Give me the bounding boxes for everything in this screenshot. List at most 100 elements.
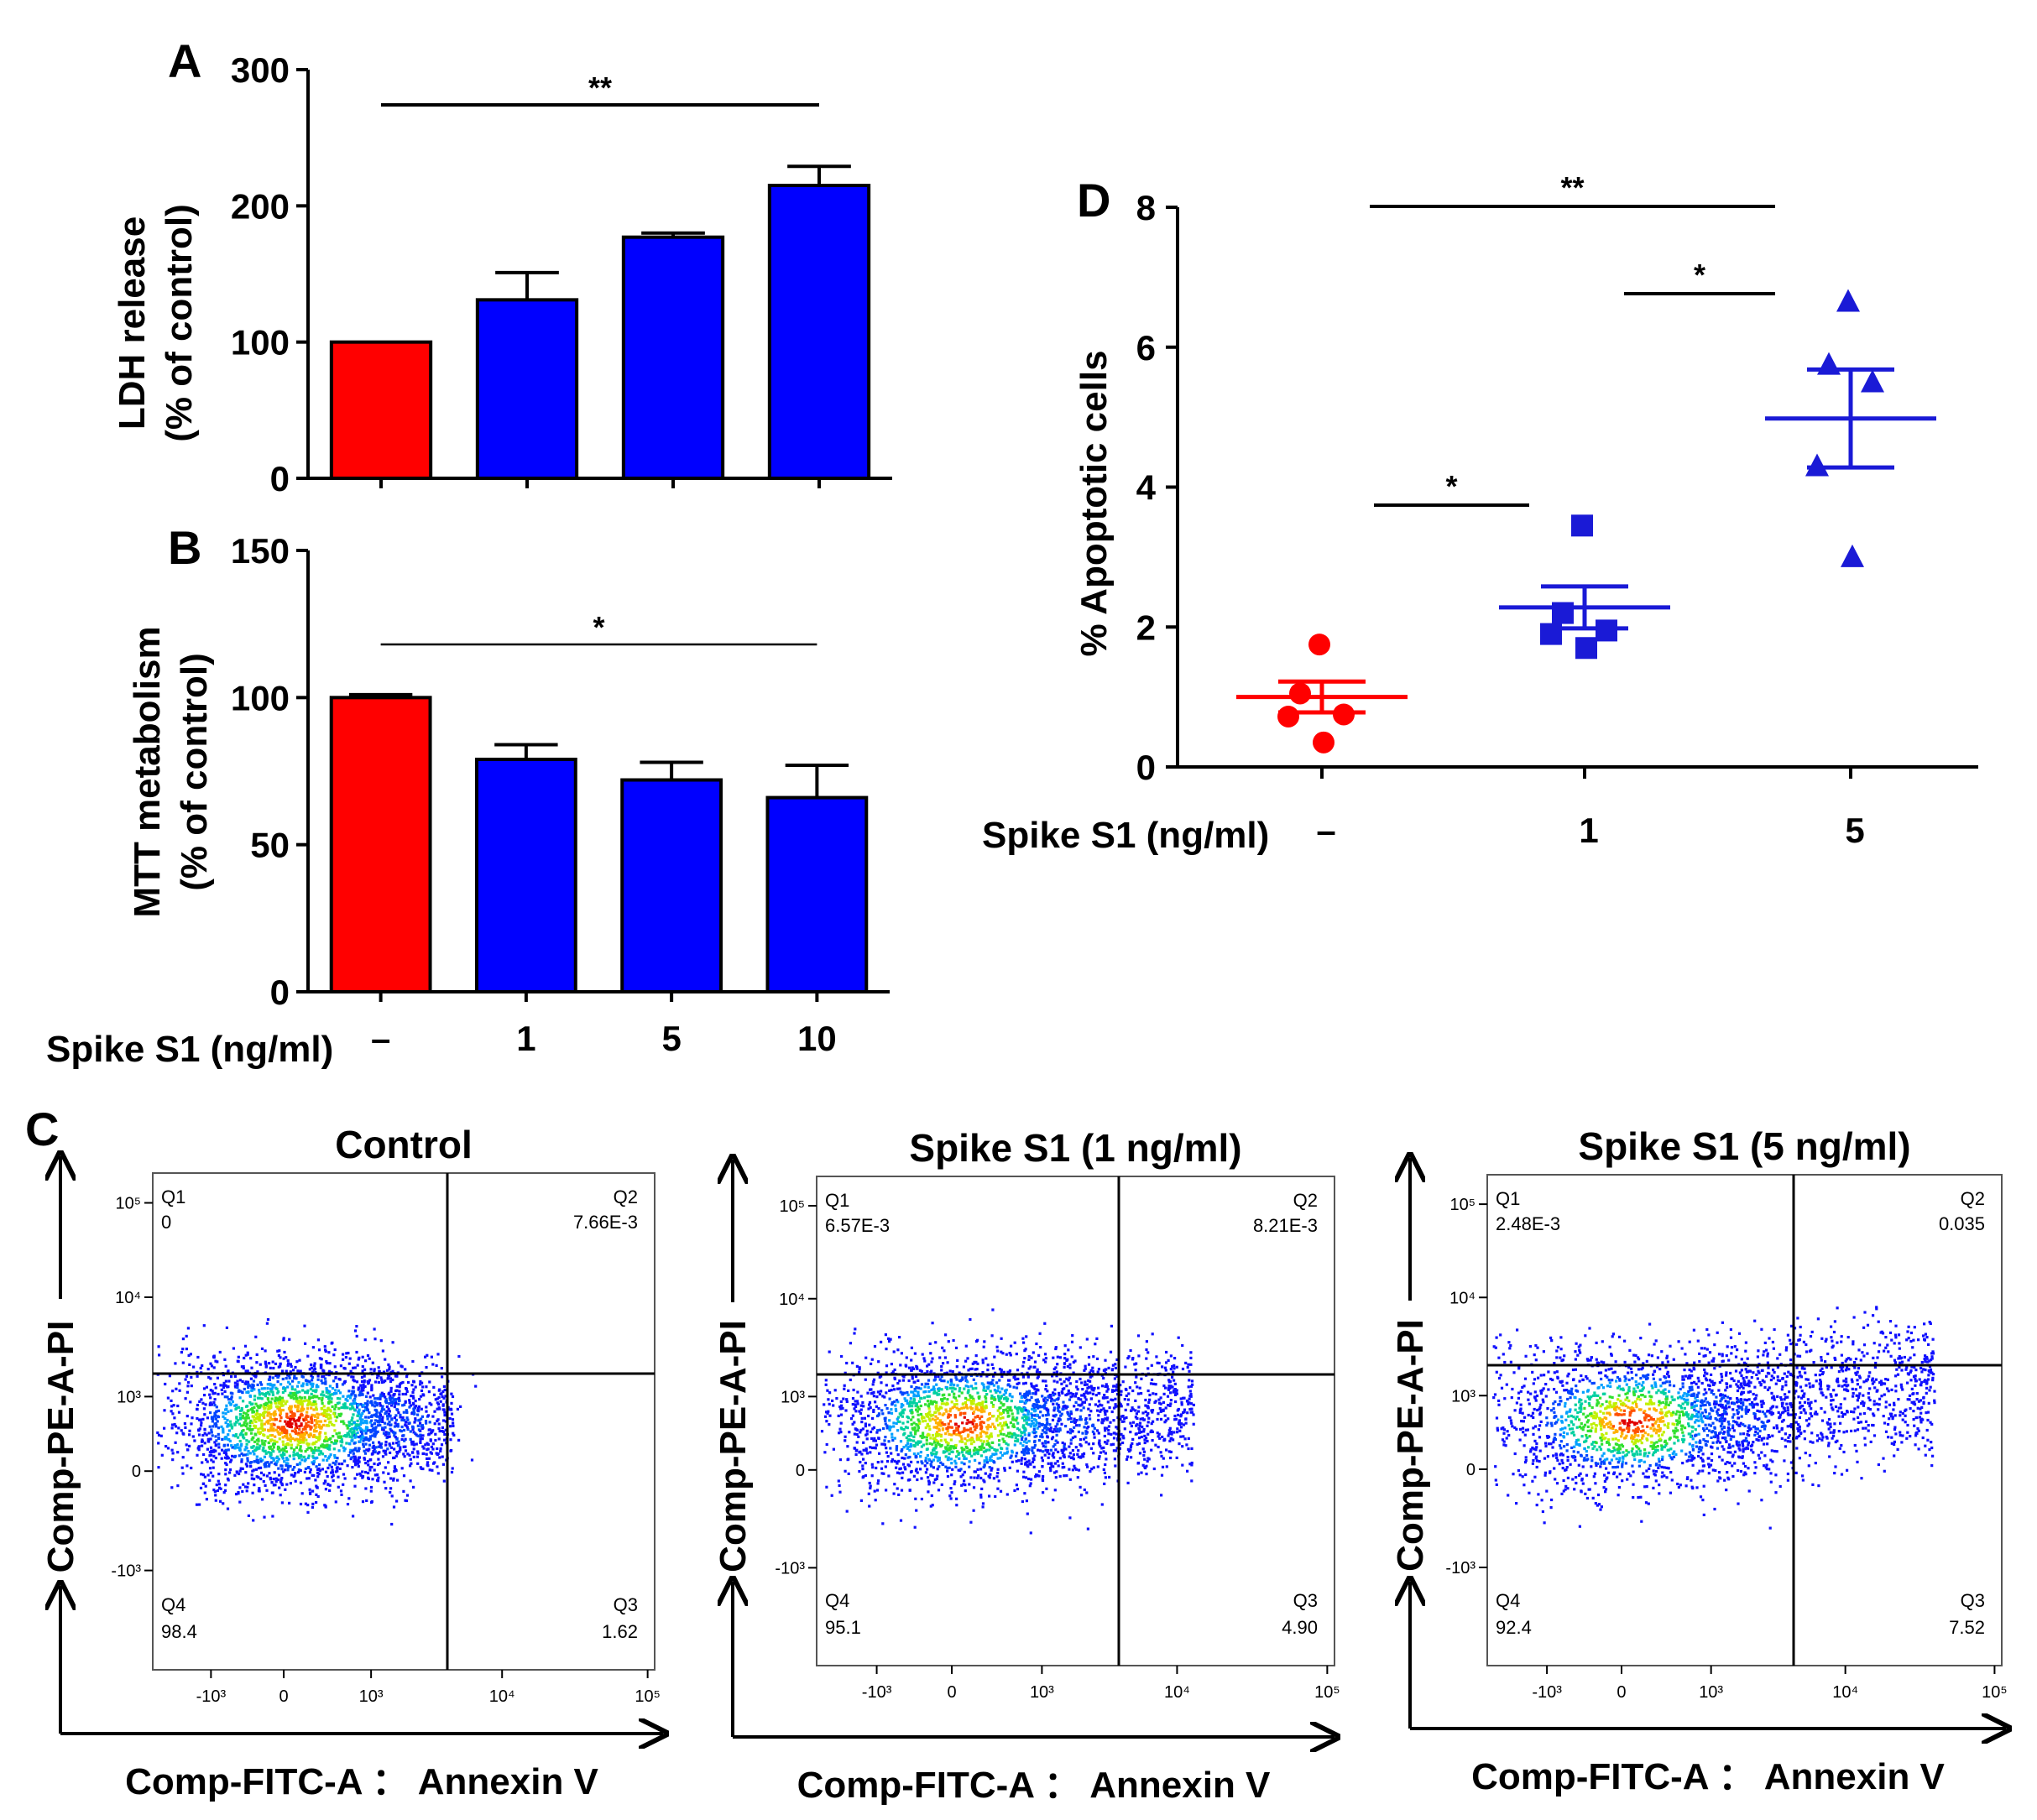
event-dot (1042, 1379, 1045, 1383)
event-dot (858, 1368, 861, 1371)
event-dot (324, 1446, 327, 1449)
event-dot (943, 1379, 946, 1383)
event-dot (243, 1416, 246, 1420)
event-dot (328, 1484, 332, 1487)
event-dot (948, 1393, 951, 1396)
event-dot (280, 1484, 284, 1487)
event-dot (257, 1489, 260, 1493)
x-tick-label: – (1316, 811, 1335, 850)
event-dot (379, 1404, 382, 1407)
event-dot (335, 1383, 339, 1386)
event-dot (891, 1438, 895, 1442)
event-dot (932, 1466, 935, 1469)
event-dot (376, 1473, 379, 1477)
event-dot (895, 1409, 898, 1412)
event-dot (290, 1364, 293, 1369)
event-dot (410, 1442, 414, 1446)
event-dot (226, 1507, 230, 1510)
event-dot (1027, 1423, 1031, 1426)
event-dot (358, 1456, 362, 1459)
event-dot (1041, 1459, 1044, 1463)
event-dot (246, 1427, 249, 1431)
event-dot (439, 1400, 442, 1403)
event-dot (321, 1381, 324, 1385)
event-dot (975, 1425, 979, 1428)
event-dot (264, 1360, 267, 1364)
y-tick-label: 150 (231, 531, 290, 571)
event-dot (1112, 1419, 1115, 1422)
event-dot (382, 1408, 386, 1411)
event-dot (229, 1423, 233, 1426)
event-dot (1175, 1365, 1178, 1369)
event-dot (988, 1448, 991, 1452)
event-dot (196, 1407, 199, 1411)
event-dot (181, 1361, 185, 1364)
event-dot (926, 1447, 929, 1451)
event-dot (1045, 1487, 1048, 1490)
event-dot (845, 1398, 849, 1401)
event-dot (354, 1435, 358, 1438)
event-dot (275, 1440, 279, 1444)
event-dot (264, 1392, 267, 1396)
event-dot (1054, 1430, 1058, 1433)
event-dot (316, 1485, 319, 1489)
event-dot (997, 1398, 1000, 1401)
event-dot (945, 1410, 948, 1413)
event-dot (929, 1504, 932, 1508)
event-dot (212, 1400, 216, 1405)
event-dot (1167, 1358, 1170, 1362)
event-dot (176, 1451, 180, 1454)
event-dot (1097, 1457, 1101, 1460)
event-dot (870, 1474, 874, 1478)
event-dot (354, 1432, 358, 1436)
event-dot (388, 1402, 391, 1405)
event-dot (1141, 1417, 1144, 1421)
event-dot (1071, 1436, 1074, 1440)
event-dot (273, 1384, 276, 1387)
event-dot (417, 1405, 421, 1408)
event-dot (1124, 1408, 1127, 1411)
event-dot (213, 1398, 217, 1401)
event-dot (839, 1400, 843, 1403)
event-dot (1022, 1360, 1026, 1364)
event-dot (951, 1390, 954, 1393)
event-dot (319, 1426, 322, 1430)
event-dot (294, 1388, 297, 1391)
event-dot (294, 1427, 297, 1431)
event-dot (1036, 1376, 1039, 1379)
event-dot (1173, 1382, 1177, 1385)
event-dot (260, 1422, 264, 1426)
event-dot (287, 1394, 290, 1397)
event-dot (226, 1455, 229, 1458)
event-dot (266, 1317, 270, 1322)
event-dot (1044, 1388, 1047, 1391)
event-dot (862, 1405, 865, 1408)
event-dot (209, 1471, 212, 1474)
event-dot (871, 1383, 875, 1386)
event-dot (1129, 1431, 1132, 1434)
event-dot (272, 1442, 275, 1446)
event-dot (1045, 1422, 1048, 1426)
event-dot (426, 1464, 430, 1468)
event-dot (908, 1489, 911, 1492)
event-dot (389, 1398, 392, 1401)
event-dot (1016, 1369, 1020, 1372)
event-dot (329, 1453, 332, 1457)
event-dot (1103, 1434, 1106, 1438)
event-dot (1037, 1448, 1040, 1452)
event-dot (926, 1364, 929, 1368)
event-dot (888, 1340, 891, 1343)
event-dot (1114, 1449, 1117, 1452)
event-dot (1019, 1400, 1022, 1403)
event-dot (942, 1402, 945, 1405)
event-dot (974, 1446, 977, 1450)
event-dot (361, 1355, 364, 1358)
event-dot (333, 1392, 337, 1395)
event-dot (1094, 1403, 1097, 1406)
event-dot (893, 1376, 896, 1379)
event-dot (375, 1411, 379, 1414)
event-dot (1023, 1357, 1026, 1360)
event-dot (1174, 1400, 1178, 1404)
event-dot (1048, 1423, 1052, 1426)
event-dot (1056, 1406, 1060, 1410)
